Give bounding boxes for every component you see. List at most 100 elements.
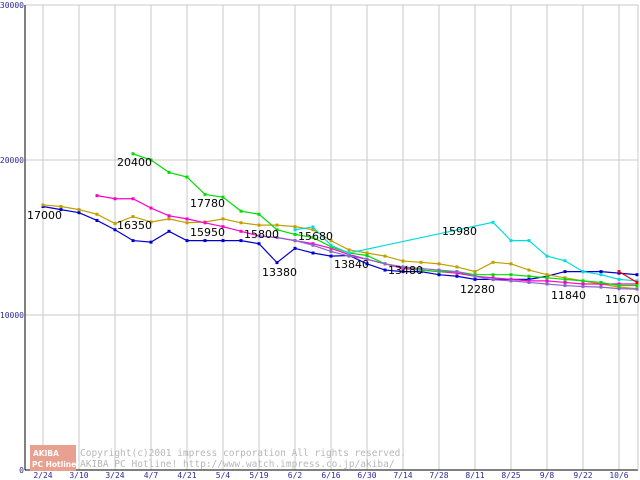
point-magenta bbox=[113, 197, 117, 201]
point-blue bbox=[401, 270, 405, 274]
label-13840: 13840 bbox=[334, 258, 369, 271]
point-blue bbox=[77, 211, 81, 215]
point-blue bbox=[221, 239, 225, 243]
point-green bbox=[167, 170, 171, 174]
point-magenta bbox=[95, 194, 99, 198]
x-tick-label: 4/7 bbox=[144, 471, 159, 480]
point-gold bbox=[77, 208, 81, 212]
point-gold bbox=[149, 220, 153, 224]
point-blue bbox=[41, 205, 45, 208]
axes bbox=[24, 5, 639, 471]
point-magenta bbox=[167, 214, 171, 218]
point-gold bbox=[383, 254, 387, 258]
point-violet bbox=[563, 284, 567, 288]
point-blue bbox=[293, 246, 297, 250]
point-magenta bbox=[491, 276, 495, 280]
point-green bbox=[635, 284, 639, 288]
label-13380: 13380 bbox=[262, 266, 297, 279]
point-magenta bbox=[599, 282, 603, 286]
point-cyan bbox=[635, 279, 639, 283]
point-red bbox=[617, 270, 621, 274]
label-15680: 15680 bbox=[298, 230, 333, 243]
label-16350: 16350 bbox=[117, 219, 152, 232]
point-blue bbox=[365, 262, 369, 266]
label-13480: 13480 bbox=[388, 264, 423, 277]
label-15950: 15950 bbox=[190, 226, 225, 239]
point-blue bbox=[239, 239, 243, 243]
point-blue bbox=[185, 239, 189, 243]
x-tick-label: 4/21 bbox=[177, 471, 196, 480]
point-cyan bbox=[599, 273, 603, 277]
akiba-logo-icon bbox=[30, 445, 76, 471]
label-20400: 20400 bbox=[117, 156, 152, 169]
point-violet bbox=[419, 267, 423, 270]
point-green bbox=[473, 273, 477, 277]
point-green bbox=[311, 236, 315, 239]
point-gold bbox=[167, 217, 171, 221]
point-gold bbox=[239, 221, 243, 225]
point-gold bbox=[59, 205, 63, 208]
point-violet bbox=[635, 287, 639, 291]
x-tick-label: 5/4 bbox=[216, 471, 231, 480]
point-blue bbox=[131, 239, 135, 243]
point-magenta bbox=[401, 267, 405, 270]
point-gold bbox=[311, 228, 315, 232]
point-gold bbox=[257, 223, 261, 227]
point-violet bbox=[617, 287, 621, 291]
point-gold bbox=[455, 265, 459, 269]
point-magenta bbox=[509, 277, 513, 281]
x-tick-label: 2/24 bbox=[33, 471, 52, 480]
point-green bbox=[131, 152, 135, 156]
point-magenta bbox=[617, 282, 621, 286]
point-cyan bbox=[581, 270, 585, 274]
point-green bbox=[581, 279, 585, 283]
x-tick-label: 8/25 bbox=[501, 471, 520, 480]
point-magenta bbox=[635, 282, 639, 286]
point-cyan bbox=[329, 243, 333, 247]
point-gold bbox=[185, 221, 189, 225]
point-blue bbox=[311, 251, 315, 255]
x-tick-label: 10/6 bbox=[609, 471, 628, 480]
series-line-red bbox=[618, 271, 638, 283]
point-gold bbox=[563, 276, 567, 280]
series-line-blue bbox=[42, 205, 638, 280]
label-17780: 17780 bbox=[190, 197, 225, 210]
point-green bbox=[293, 232, 297, 236]
point-cyan bbox=[311, 225, 315, 229]
point-violet bbox=[401, 265, 405, 269]
point-blue bbox=[419, 270, 423, 274]
point-gold bbox=[293, 225, 297, 229]
point-violet bbox=[365, 257, 369, 261]
watermark: AKIBA PC Hotline! Copyright(c)2001 impre… bbox=[30, 445, 406, 471]
point-gold bbox=[41, 203, 45, 207]
point-gold bbox=[95, 212, 99, 216]
point-cyan bbox=[527, 239, 531, 243]
point-green bbox=[239, 209, 243, 213]
point-violet bbox=[527, 280, 531, 284]
point-magenta bbox=[221, 225, 225, 229]
x-tick-label: 9/22 bbox=[573, 471, 592, 480]
x-tick-label: 3/24 bbox=[105, 471, 124, 480]
point-blue bbox=[599, 270, 603, 274]
point-violet bbox=[581, 284, 585, 288]
point-green bbox=[419, 268, 423, 272]
point-violet bbox=[455, 270, 459, 274]
point-magenta bbox=[239, 229, 243, 233]
point-magenta bbox=[131, 197, 135, 201]
point-green bbox=[527, 274, 531, 278]
point-green bbox=[437, 270, 441, 274]
point-violet bbox=[329, 249, 333, 253]
point-cyan bbox=[491, 220, 495, 224]
series-layer bbox=[41, 152, 639, 291]
point-violet bbox=[509, 279, 513, 283]
label-17000: 17000 bbox=[27, 209, 62, 222]
point-gold bbox=[131, 215, 135, 219]
point-violet bbox=[437, 268, 441, 272]
point-magenta bbox=[527, 279, 531, 283]
point-gold bbox=[437, 262, 441, 266]
point-violet bbox=[311, 243, 315, 247]
point-blue bbox=[437, 273, 441, 277]
point-green bbox=[365, 253, 369, 257]
point-blue bbox=[275, 261, 279, 265]
